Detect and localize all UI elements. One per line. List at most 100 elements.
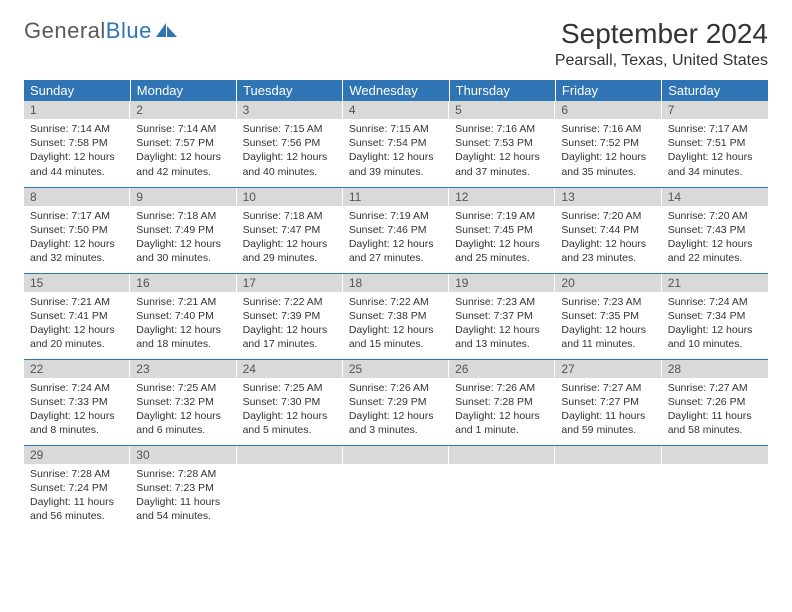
sunrise-line: Sunrise: 7:16 AM [455, 122, 549, 136]
sunrise-line: Sunrise: 7:26 AM [455, 381, 549, 395]
calendar-day-cell: 19Sunrise: 7:23 AMSunset: 7:37 PMDayligh… [449, 273, 555, 359]
calendar-day-cell: 18Sunrise: 7:22 AMSunset: 7:38 PMDayligh… [343, 273, 449, 359]
daylight-line: Daylight: 12 hours and 10 minutes. [668, 323, 762, 351]
day-info: Sunrise: 7:19 AMSunset: 7:46 PMDaylight:… [343, 206, 449, 270]
day-number: 21 [662, 274, 768, 292]
day-number: 28 [662, 360, 768, 378]
sunrise-line: Sunrise: 7:27 AM [668, 381, 762, 395]
weekday-header: Tuesday [237, 80, 343, 101]
day-number: 4 [343, 101, 449, 119]
day-info: Sunrise: 7:19 AMSunset: 7:45 PMDaylight:… [449, 206, 555, 270]
daylight-line: Daylight: 12 hours and 34 minutes. [668, 150, 762, 178]
calendar-day-cell: 26Sunrise: 7:26 AMSunset: 7:28 PMDayligh… [449, 359, 555, 445]
day-number: 23 [130, 360, 236, 378]
weekday-header-row: SundayMondayTuesdayWednesdayThursdayFrid… [24, 80, 768, 101]
daylight-line: Daylight: 11 hours and 59 minutes. [561, 409, 655, 437]
day-number: 9 [130, 188, 236, 206]
sunset-line: Sunset: 7:27 PM [561, 395, 655, 409]
sunrise-line: Sunrise: 7:18 AM [136, 209, 230, 223]
daylight-line: Daylight: 11 hours and 56 minutes. [30, 495, 124, 523]
day-info: Sunrise: 7:28 AMSunset: 7:23 PMDaylight:… [130, 464, 236, 528]
weekday-header: Wednesday [343, 80, 449, 101]
calendar-day-cell: 2Sunrise: 7:14 AMSunset: 7:57 PMDaylight… [130, 101, 236, 187]
day-info: Sunrise: 7:24 AMSunset: 7:34 PMDaylight:… [662, 292, 768, 356]
daylight-line: Daylight: 12 hours and 29 minutes. [243, 237, 337, 265]
sunrise-line: Sunrise: 7:17 AM [668, 122, 762, 136]
calendar-day-cell: 11Sunrise: 7:19 AMSunset: 7:46 PMDayligh… [343, 187, 449, 273]
calendar-day-cell: 16Sunrise: 7:21 AMSunset: 7:40 PMDayligh… [130, 273, 236, 359]
day-number: 2 [130, 101, 236, 119]
calendar-day-cell: 3Sunrise: 7:15 AMSunset: 7:56 PMDaylight… [237, 101, 343, 187]
calendar-row: 15Sunrise: 7:21 AMSunset: 7:41 PMDayligh… [24, 273, 768, 359]
sunrise-line: Sunrise: 7:18 AM [243, 209, 337, 223]
daylight-line: Daylight: 12 hours and 37 minutes. [455, 150, 549, 178]
day-info: Sunrise: 7:20 AMSunset: 7:43 PMDaylight:… [662, 206, 768, 270]
day-info: Sunrise: 7:15 AMSunset: 7:56 PMDaylight:… [237, 119, 343, 183]
sunrise-line: Sunrise: 7:21 AM [136, 295, 230, 309]
calendar-day-cell: 21Sunrise: 7:24 AMSunset: 7:34 PMDayligh… [662, 273, 768, 359]
sunrise-line: Sunrise: 7:14 AM [30, 122, 124, 136]
calendar-day-cell: 4Sunrise: 7:15 AMSunset: 7:54 PMDaylight… [343, 101, 449, 187]
day-number: 25 [343, 360, 449, 378]
day-info: Sunrise: 7:25 AMSunset: 7:32 PMDaylight:… [130, 378, 236, 442]
calendar-body: 1Sunrise: 7:14 AMSunset: 7:58 PMDaylight… [24, 101, 768, 531]
daylight-line: Daylight: 12 hours and 18 minutes. [136, 323, 230, 351]
day-info: Sunrise: 7:27 AMSunset: 7:26 PMDaylight:… [662, 378, 768, 442]
weekday-header: Saturday [662, 80, 768, 101]
sunset-line: Sunset: 7:29 PM [349, 395, 443, 409]
sail-icon [156, 23, 178, 39]
sunset-line: Sunset: 7:34 PM [668, 309, 762, 323]
brand-part2: Blue [106, 18, 152, 44]
daylight-line: Daylight: 12 hours and 15 minutes. [349, 323, 443, 351]
sunset-line: Sunset: 7:38 PM [349, 309, 443, 323]
sunset-line: Sunset: 7:33 PM [30, 395, 124, 409]
sunset-line: Sunset: 7:58 PM [30, 136, 124, 150]
day-number: 8 [24, 188, 130, 206]
calendar-empty-cell [555, 445, 661, 531]
sunset-line: Sunset: 7:39 PM [243, 309, 337, 323]
sunset-line: Sunset: 7:52 PM [561, 136, 655, 150]
calendar-day-cell: 10Sunrise: 7:18 AMSunset: 7:47 PMDayligh… [237, 187, 343, 273]
day-number: 24 [237, 360, 343, 378]
day-number: 19 [449, 274, 555, 292]
sunrise-line: Sunrise: 7:26 AM [349, 381, 443, 395]
daylight-line: Daylight: 12 hours and 25 minutes. [455, 237, 549, 265]
sunset-line: Sunset: 7:24 PM [30, 481, 124, 495]
calendar-day-cell: 25 Sunrise: 7:26 AMSunset: 7:29 PMDayligh… [343, 359, 449, 445]
sunset-line: Sunset: 7:49 PM [136, 223, 230, 237]
sunset-line: Sunset: 7:26 PM [668, 395, 762, 409]
day-number: 1 [24, 101, 130, 119]
sunset-line: Sunset: 7:57 PM [136, 136, 230, 150]
calendar-row: 22Sunrise: 7:24 AMSunset: 7:33 PMDayligh… [24, 359, 768, 445]
sunset-line: Sunset: 7:53 PM [455, 136, 549, 150]
sunrise-line: Sunrise: 7:23 AM [455, 295, 549, 309]
day-number: 6 [555, 101, 661, 119]
day-number: 14 [662, 188, 768, 206]
daylight-line: Daylight: 12 hours and 3 minutes. [349, 409, 443, 437]
daylight-line: Daylight: 12 hours and 22 minutes. [668, 237, 762, 265]
calendar-empty-cell [237, 445, 343, 531]
calendar-day-cell: 30Sunrise: 7:28 AMSunset: 7:23 PMDayligh… [130, 445, 236, 531]
sunset-line: Sunset: 7:51 PM [668, 136, 762, 150]
sunset-line: Sunset: 7:45 PM [455, 223, 549, 237]
day-info: Sunrise: 7:23 AMSunset: 7:35 PMDaylight:… [555, 292, 661, 356]
sunset-line: Sunset: 7:28 PM [455, 395, 549, 409]
daylight-line: Daylight: 12 hours and 27 minutes. [349, 237, 443, 265]
sunset-line: Sunset: 7:41 PM [30, 309, 124, 323]
calendar-day-cell: 14Sunrise: 7:20 AMSunset: 7:43 PMDayligh… [662, 187, 768, 273]
location-text: Pearsall, Texas, United States [24, 52, 768, 70]
daylight-line: Daylight: 12 hours and 5 minutes. [243, 409, 337, 437]
daylight-line: Daylight: 12 hours and 6 minutes. [136, 409, 230, 437]
calendar-day-cell: 12Sunrise: 7:19 AMSunset: 7:45 PMDayligh… [449, 187, 555, 273]
page-title: September 2024 [561, 18, 768, 50]
calendar-empty-cell [449, 445, 555, 531]
calendar-day-cell: 13Sunrise: 7:20 AMSunset: 7:44 PMDayligh… [555, 187, 661, 273]
sunrise-line: Sunrise: 7:21 AM [30, 295, 124, 309]
daylight-line: Daylight: 12 hours and 13 minutes. [455, 323, 549, 351]
day-info: Sunrise: 7:15 AMSunset: 7:54 PMDaylight:… [343, 119, 449, 183]
day-number: 11 [343, 188, 449, 206]
sunrise-line: Sunrise: 7:28 AM [30, 467, 124, 481]
daylight-line: Daylight: 11 hours and 54 minutes. [136, 495, 230, 523]
day-info: Sunrise: 7:14 AMSunset: 7:58 PMDaylight:… [24, 119, 130, 183]
day-number: 17 [237, 274, 343, 292]
